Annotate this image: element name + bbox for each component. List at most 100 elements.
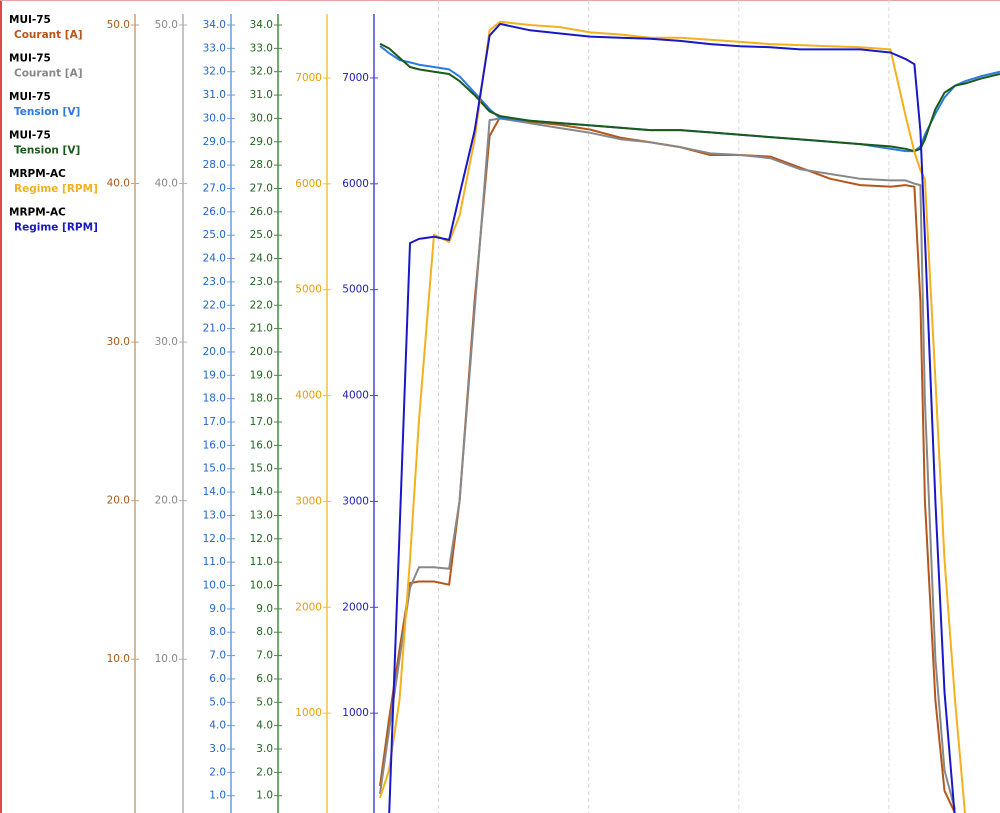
y-tick-label: 28.0 <box>203 159 226 171</box>
y-tick-label: 10.0 <box>203 580 226 592</box>
y-tick-label: 16.0 <box>250 439 273 451</box>
y-tick-label: 7000 <box>342 72 369 84</box>
y-tick-label: 29.0 <box>203 136 226 148</box>
y-tick-label: 21.0 <box>250 323 273 335</box>
y-tick-label: 1.0 <box>256 790 273 802</box>
y-tick-label: 33.0 <box>203 42 226 54</box>
y-tick-label: 16.0 <box>203 439 226 451</box>
y-tick-label: 20.0 <box>107 495 130 507</box>
legend-unit: Courant [A] <box>14 29 83 41</box>
y-tick-label: 30.0 <box>107 336 130 348</box>
legend-name: MRPM-AC <box>9 168 66 180</box>
y-tick-label: 23.0 <box>203 276 226 288</box>
y-tick-label: 29.0 <box>250 136 273 148</box>
y-tick-label: 30.0 <box>203 112 226 124</box>
y-tick-label: 8.0 <box>209 626 226 638</box>
y-tick-label: 6.0 <box>209 673 226 685</box>
y-tick-label: 32.0 <box>203 66 226 78</box>
y-tick-label: 25.0 <box>250 229 273 241</box>
y-tick-label: 7.0 <box>209 650 226 662</box>
legend-name: MUI-75 <box>9 91 51 103</box>
y-tick-label: 8.0 <box>256 626 273 638</box>
y-tick-label: 19.0 <box>250 369 273 381</box>
legend-unit: Regime [RPM] <box>14 183 98 195</box>
y-tick-label: 20.0 <box>250 346 273 358</box>
legend-name: MRPM-AC <box>9 207 66 219</box>
y-tick-label: 18.0 <box>203 393 226 405</box>
y-tick-label: 5.0 <box>256 696 273 708</box>
y-tick-label: 24.0 <box>250 253 273 265</box>
legend-unit: Regime [RPM] <box>14 222 98 234</box>
y-tick-label: 5.0 <box>209 696 226 708</box>
y-tick-label: 10.0 <box>107 653 130 665</box>
y-tick-label: 4.0 <box>256 720 273 732</box>
y-tick-label: 14.0 <box>203 486 226 498</box>
y-tick-label: 4000 <box>342 390 369 402</box>
y-tick-label: 22.0 <box>203 299 226 311</box>
y-tick-label: 12.0 <box>250 533 273 545</box>
y-tick-label: 20.0 <box>203 346 226 358</box>
y-tick-label: 1000 <box>342 707 369 719</box>
y-tick-label: 12.0 <box>203 533 226 545</box>
y-tick-label: 33.0 <box>250 42 273 54</box>
y-tick-label: 2.0 <box>209 766 226 778</box>
y-tick-label: 31.0 <box>250 89 273 101</box>
y-tick-label: 24.0 <box>203 253 226 265</box>
plot-area <box>379 20 1000 813</box>
y-tick-label: 17.0 <box>250 416 273 428</box>
legend-name: MUI-75 <box>9 14 51 26</box>
y-tick-label: 19.0 <box>203 369 226 381</box>
y-tick-label: 6000 <box>342 178 369 190</box>
y-tick-label: 14.0 <box>250 486 273 498</box>
y-tick-label: 26.0 <box>203 206 226 218</box>
y-tick-label: 50.0 <box>155 19 178 31</box>
y-tick-label: 50.0 <box>107 19 130 31</box>
y-tick-label: 10.0 <box>155 653 178 665</box>
y-tick-label: 22.0 <box>250 299 273 311</box>
y-tick-label: 30.0 <box>155 336 178 348</box>
y-tick-label: 32.0 <box>250 66 273 78</box>
y-tick-label: 21.0 <box>203 323 226 335</box>
series-line <box>379 42 1000 153</box>
y-tick-label: 9.0 <box>256 603 273 615</box>
y-tick-label: 15.0 <box>203 463 226 475</box>
y-tick-label: 10.0 <box>250 580 273 592</box>
y-tick-label: 17.0 <box>203 416 226 428</box>
y-tick-label: 1.0 <box>209 790 226 802</box>
y-tick-label: 15.0 <box>250 463 273 475</box>
legend-unit: Tension [V] <box>14 145 80 157</box>
y-tick-label: 28.0 <box>250 159 273 171</box>
y-tick-label: 27.0 <box>203 182 226 194</box>
y-tick-label: 20.0 <box>155 495 178 507</box>
y-tick-label: 18.0 <box>250 393 273 405</box>
y-tick-label: 3.0 <box>256 743 273 755</box>
y-tick-label: 2000 <box>295 601 322 613</box>
y-tick-label: 11.0 <box>250 556 273 568</box>
y-tick-label: 34.0 <box>203 19 226 31</box>
legend-unit: Courant [A] <box>14 68 83 80</box>
y-tick-label: 4000 <box>295 390 322 402</box>
y-tick-label: 34.0 <box>250 19 273 31</box>
y-tick-label: 2000 <box>342 601 369 613</box>
y-tick-label: 26.0 <box>250 206 273 218</box>
y-tick-label: 3.0 <box>209 743 226 755</box>
y-tick-label: 30.0 <box>250 112 273 124</box>
y-tick-label: 27.0 <box>250 182 273 194</box>
legend-name: MUI-75 <box>9 130 51 142</box>
y-tick-label: 2.0 <box>256 766 273 778</box>
y-tick-label: 7000 <box>295 72 322 84</box>
y-tick-label: 11.0 <box>203 556 226 568</box>
y-tick-label: 13.0 <box>250 509 273 521</box>
legend-unit: Tension [V] <box>14 106 80 118</box>
y-tick-label: 9.0 <box>209 603 226 615</box>
y-tick-label: 6000 <box>295 178 322 190</box>
y-tick-label: 3000 <box>295 495 322 507</box>
y-tick-label: 6.0 <box>256 673 273 685</box>
series-line <box>379 20 966 813</box>
series-line <box>388 22 956 813</box>
y-tick-label: 40.0 <box>107 178 130 190</box>
y-tick-label: 4.0 <box>209 720 226 732</box>
y-tick-label: 7.0 <box>256 650 273 662</box>
